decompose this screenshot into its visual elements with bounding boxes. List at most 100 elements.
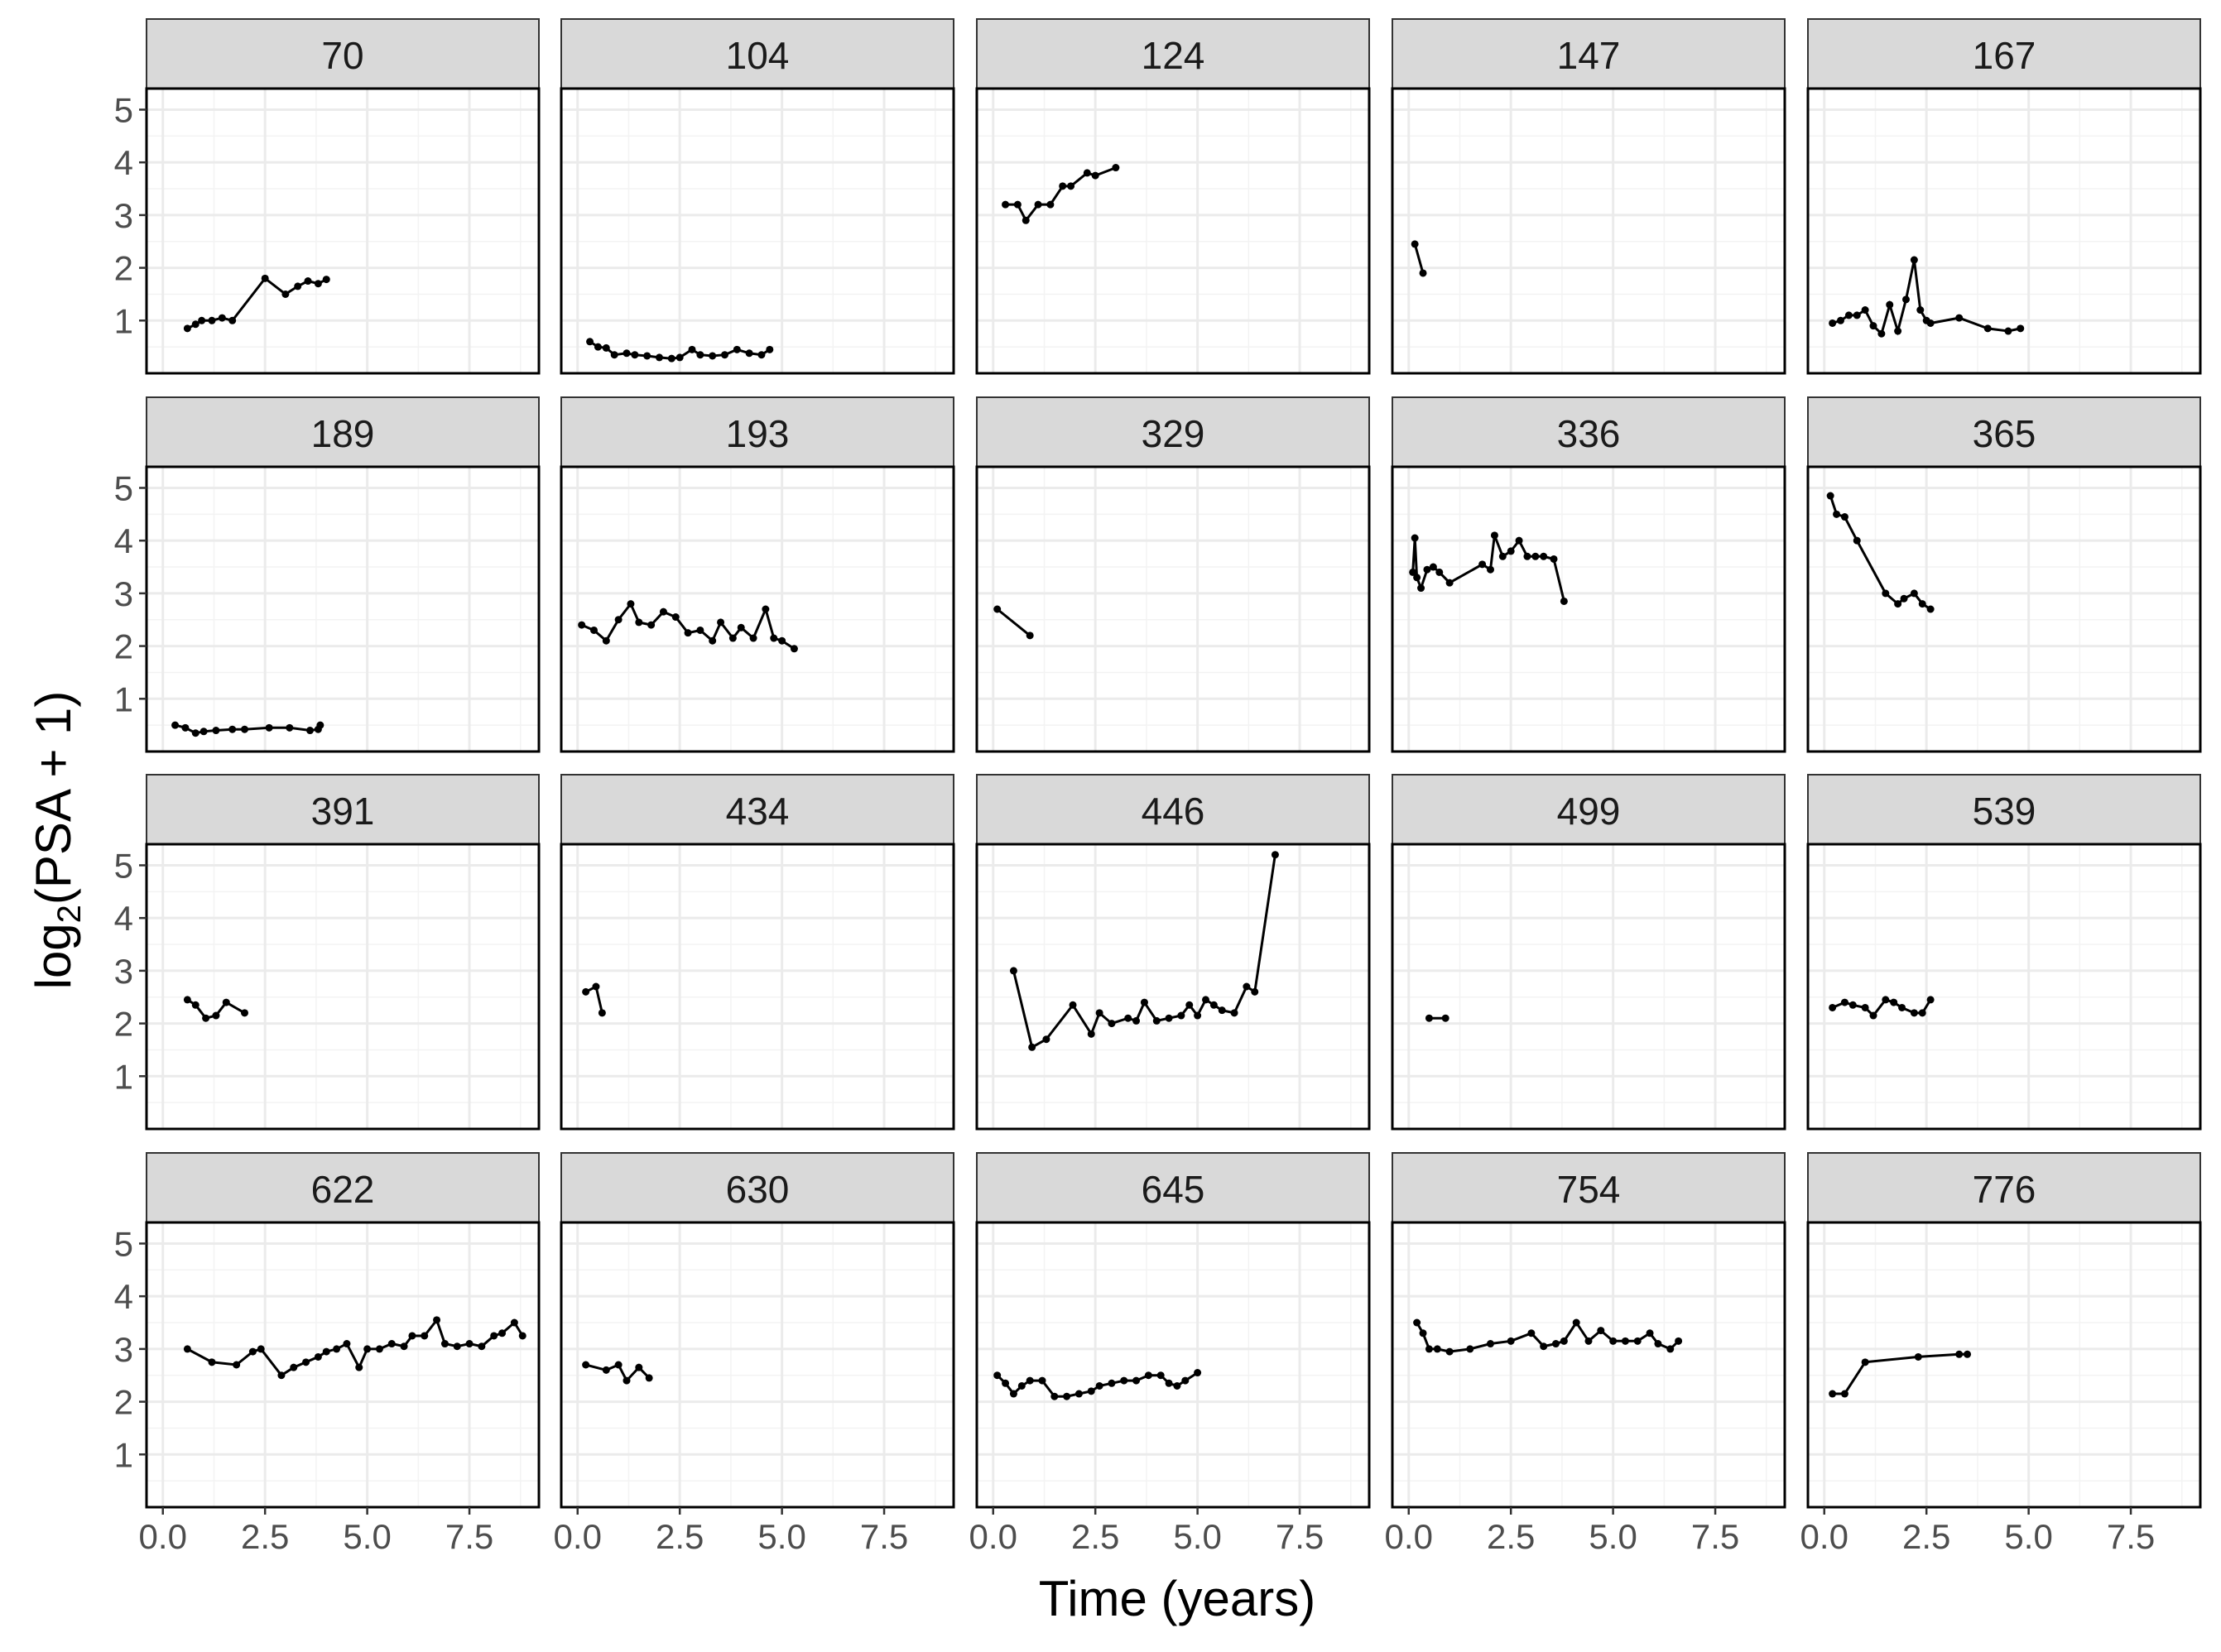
data-point (400, 1342, 408, 1351)
panel-background (1392, 844, 1785, 1129)
data-point (627, 600, 635, 608)
data-point (1910, 1009, 1918, 1017)
data-point (790, 645, 798, 653)
data-point (582, 1361, 590, 1369)
data-point (1890, 998, 1898, 1006)
data-point (1633, 1337, 1642, 1345)
data-point (343, 1340, 351, 1348)
facet-panel-391: 391 1 2 3 4 5 (114, 774, 541, 1131)
y-tick-label: 4 (114, 143, 133, 182)
data-point (993, 605, 1002, 613)
facet-panel-336: 336 (1391, 396, 1786, 753)
y-tick-label: 3 (114, 952, 133, 991)
x-tick-label: 0.0 (1800, 1517, 1848, 1556)
data-point (635, 618, 643, 627)
data-point (421, 1332, 429, 1340)
data-point (1898, 1003, 1906, 1011)
data-point (1498, 552, 1507, 560)
facet-strip-label: 167 (1973, 34, 2036, 77)
x-tick-label: 2.5 (1902, 1517, 1950, 1556)
data-point (1531, 552, 1540, 560)
x-tick-label: 5.0 (1589, 1517, 1637, 1556)
data-point (1435, 568, 1444, 576)
facet-panel-147: 147 (1391, 18, 1786, 375)
panel-border (1391, 843, 1786, 1131)
x-tick-label: 2.5 (1487, 1517, 1535, 1556)
data-point (478, 1342, 486, 1351)
data-point (1209, 1001, 1218, 1009)
data-point (208, 1358, 216, 1366)
series-line (1005, 166, 1117, 223)
data-point (1419, 1329, 1427, 1337)
data-point (1017, 1381, 1026, 1390)
data-point (623, 349, 631, 358)
data-point (1429, 563, 1437, 571)
data-point (737, 623, 745, 632)
panel-background (561, 89, 954, 373)
panel-border (560, 465, 955, 753)
panel-background (977, 844, 1369, 1129)
data-point (1840, 513, 1848, 521)
panel-background (1808, 467, 2200, 752)
data-point (302, 1358, 310, 1366)
data-point (1490, 531, 1498, 540)
data-point (183, 1345, 191, 1353)
x-tick-label: 5.0 (343, 1517, 391, 1556)
data-point (1487, 565, 1494, 574)
data-point (1074, 1390, 1083, 1398)
panel-background (1392, 1222, 1785, 1507)
data-point (1441, 1014, 1449, 1022)
data-point (762, 605, 770, 613)
data-point (1902, 295, 1910, 304)
y-axis-title-subscript: 2 (51, 905, 88, 923)
x-tick-label: 7.5 (2107, 1517, 2155, 1556)
data-point (222, 998, 230, 1006)
data-point (590, 626, 598, 634)
data-point (582, 987, 590, 996)
data-point (1983, 324, 1992, 333)
data-point (1552, 1340, 1560, 1348)
data-point (281, 290, 290, 298)
data-point (408, 1332, 416, 1340)
facet-strip (560, 774, 954, 845)
facet-strip (560, 1152, 954, 1223)
data-point (1926, 996, 1935, 1004)
panel-background (147, 1222, 539, 1507)
data-point (2004, 327, 2012, 335)
data-point (659, 607, 667, 616)
facet-panel-539: 539 (1806, 774, 2202, 1131)
y-axis-title-log: log (26, 923, 81, 989)
y-tick-label: 3 (114, 196, 133, 235)
data-point (363, 1345, 372, 1353)
data-point (598, 1009, 606, 1017)
data-point (1038, 1376, 1046, 1385)
data-point (635, 1363, 643, 1371)
data-point (1466, 1345, 1474, 1353)
data-point (1886, 300, 1894, 309)
panel-background (147, 844, 539, 1129)
data-point (1840, 998, 1848, 1006)
data-point (171, 721, 180, 729)
facet-strip-label: 124 (1142, 34, 1205, 77)
y-tick-label: 1 (114, 680, 133, 718)
facet-strip-label: 499 (1557, 790, 1621, 833)
y-axis-title: log2(PSA + 1) (26, 691, 88, 990)
y-tick-label: 1 (114, 1057, 133, 1096)
data-point (592, 982, 600, 991)
data-point (721, 351, 728, 359)
data-point (1487, 1340, 1494, 1348)
x-tick-label: 7.5 (1276, 1517, 1324, 1556)
series-line (186, 1317, 524, 1377)
data-point (375, 1345, 383, 1353)
data-point (1230, 1009, 1238, 1017)
data-point (1861, 306, 1869, 315)
data-point (1165, 1379, 1173, 1387)
data-point (1833, 510, 1841, 518)
x-tick-label: 5.0 (1173, 1517, 1221, 1556)
data-point (228, 725, 237, 733)
facet-strip-label: 754 (1557, 1168, 1621, 1211)
data-point (1829, 1390, 1837, 1398)
data-point (387, 1340, 396, 1348)
x-tick-label: 5.0 (757, 1517, 805, 1556)
